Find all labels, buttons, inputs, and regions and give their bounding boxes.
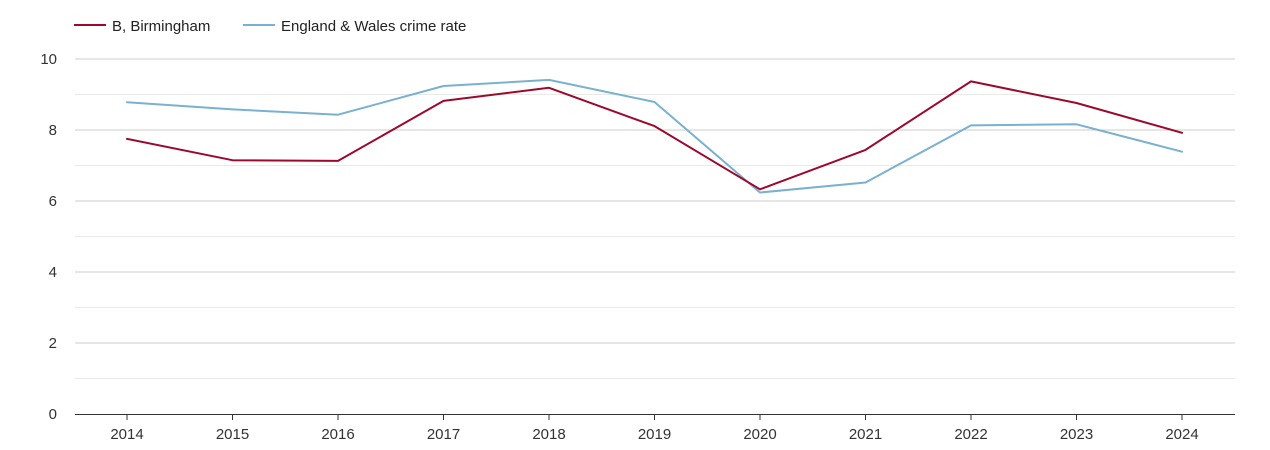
legend-label: England & Wales crime rate [281,18,466,35]
series-line [126,78,1183,194]
legend-label: B, Birmingham [112,18,210,35]
y-tick-label: 2 [49,335,57,352]
x-tick-label: 2022 [954,426,987,443]
gridlines [75,58,1235,379]
x-tick-label: 2024 [1165,426,1198,443]
y-tick-label: 10 [40,51,57,68]
x-tick-label: 2020 [743,426,776,443]
x-tick-label: 2017 [427,426,460,443]
series-group [126,78,1183,194]
x-tick-label: 2015 [216,426,249,443]
x-tick-label: 2014 [110,426,143,443]
legend: B, Birmingham England & Wales crime rate [74,18,466,35]
y-axis: 0 2 4 6 8 10 [40,51,57,423]
series-line [126,80,1183,191]
y-tick-label: 6 [49,193,57,210]
y-tick-label: 0 [49,406,57,423]
y-tick-label: 8 [49,122,57,139]
x-axis: 2014 2015 2016 2017 2018 2019 2020 2021 2022 2023… [75,414,1235,443]
x-tick-label: 2021 [849,426,882,443]
x-tick-label: 2016 [321,426,354,443]
x-tick-label: 2018 [532,426,565,443]
x-tick-label: 2023 [1060,426,1093,443]
y-tick-label: 4 [49,264,57,281]
x-tick-label: 2019 [638,426,671,443]
